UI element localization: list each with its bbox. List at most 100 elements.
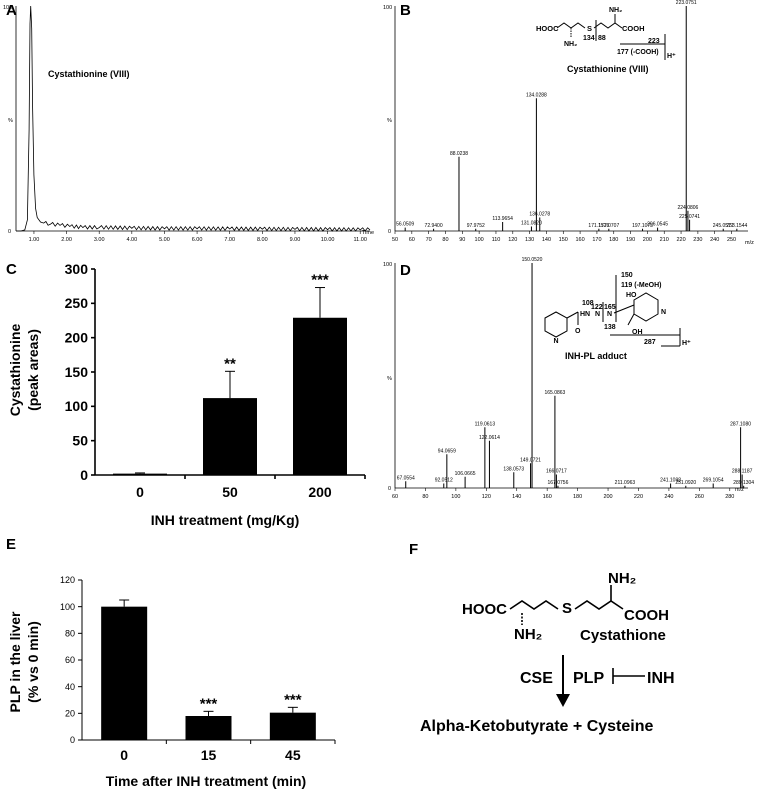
f-products: Alpha-Ketobutyrate + Cysteine xyxy=(420,718,653,735)
b-x-tick-label: 230 xyxy=(693,237,702,243)
b-peak-label: 88.0238 xyxy=(450,151,468,157)
b-x-tick-label: 220 xyxy=(676,237,685,243)
c-y-tick-label: 100 xyxy=(65,398,89,414)
d-peak-label: 211.0963 xyxy=(615,480,636,486)
d-x-tick-label: 140 xyxy=(512,494,521,500)
panel-a: A 100 0 % Time 1.00 2.00 3.00 4.00 5.00 6.00 7… xyxy=(3,2,374,243)
b-x-tick-label: 60 xyxy=(409,237,415,243)
b-peak-label: 113.9654 xyxy=(492,216,513,222)
f-name: Cystathione xyxy=(580,627,666,644)
d-x-tick-label: 240 xyxy=(664,494,673,500)
c-bar xyxy=(203,398,257,475)
d-x-tick-label: 160 xyxy=(543,494,552,500)
d-y-top: 100 xyxy=(383,262,392,268)
d-peak-label: 165.0863 xyxy=(544,390,565,396)
b-x-tick-label: 90 xyxy=(459,237,465,243)
c-ylabel-line1: Cystathionine xyxy=(7,324,23,417)
d-ho: HO xyxy=(626,292,637,299)
b-x-tick-label: 140 xyxy=(542,237,551,243)
b-peak-label: 224.0806 xyxy=(677,205,698,211)
e-bar-chart: 0 20 40 60 80 100 120 0 *** 15 *** 45 xyxy=(60,575,336,763)
c-y-tick-label: 50 xyxy=(72,433,88,449)
a-x-unit: Time xyxy=(362,230,374,236)
b-x-tick-label: 200 xyxy=(643,237,652,243)
b-cystathionine-structure: HOOC S NH₂ COOH NH₂ 134 88 223 177 (-COO… xyxy=(536,7,676,74)
b-peak-label: 171.1526 xyxy=(588,223,609,229)
d-n1: N xyxy=(595,311,600,318)
b-peak-label: 131.0820 xyxy=(521,221,542,227)
panel-f: F HOOC S NH₂ COOH NH₂ Cystathione CSE PL… xyxy=(409,541,675,735)
b-x-tick-label: 100 xyxy=(475,237,484,243)
b-hooc: HOOC xyxy=(536,24,559,33)
b-s: S xyxy=(587,24,592,33)
c-y-tick-label: 250 xyxy=(65,295,89,311)
d-oh: OH xyxy=(632,329,643,336)
panel-c: C Cystathionine (peak areas) 0 50 100 150 20… xyxy=(6,261,366,528)
e-y-tick-label: 20 xyxy=(65,708,75,718)
d-f138: 138 xyxy=(604,324,616,331)
b-x-tick-label: 170 xyxy=(592,237,601,243)
d-peak-label: 269.1054 xyxy=(703,478,724,484)
d-o: O xyxy=(575,328,581,335)
d-peak-label: 166.0717 xyxy=(546,469,567,475)
b-peak-label: 136.0278 xyxy=(529,212,550,218)
e-category-label: 45 xyxy=(285,747,301,763)
d-x-tick-label: 60 xyxy=(392,494,398,500)
d-peak-label: 67.0554 xyxy=(397,475,415,481)
e-y-tick-label: 0 xyxy=(70,735,75,745)
b-f134: 134 xyxy=(583,35,595,42)
f-cofactor: PLP xyxy=(573,670,604,687)
panel-letter-e: E xyxy=(6,536,16,553)
d-x-tick-label: 260 xyxy=(695,494,704,500)
d-f287: 287 xyxy=(644,339,656,346)
d-f150: 150 xyxy=(621,272,633,279)
b-peak-label: 206.0545 xyxy=(647,222,668,228)
d-peak-label: 119.0613 xyxy=(475,421,496,427)
b-x-tick-label: 70 xyxy=(426,237,432,243)
d-x-unit: m/z xyxy=(735,487,744,493)
c-significance: *** xyxy=(311,272,329,289)
b-peaks: 56.0509 72.9400 88.0238 97.9752 113.9654 131.… xyxy=(396,0,747,231)
d-bond-2 xyxy=(613,304,635,314)
a-peak-label: Cystathionine (VIII) xyxy=(48,69,130,79)
c-y-tick-label: 200 xyxy=(65,330,89,346)
b-f177: 177 (-COOH) xyxy=(617,49,659,56)
a-x-tick-label: 5.00 xyxy=(159,237,170,243)
f-chain-1 xyxy=(509,600,559,610)
c-significance: ** xyxy=(224,355,236,372)
d-peak-label: 92.0512 xyxy=(435,478,453,484)
b-peak-label: 177.0707 xyxy=(598,223,619,229)
c-bar xyxy=(113,473,167,475)
d-y-bottom: 0 xyxy=(388,486,391,492)
d-y-unit: % xyxy=(387,376,392,382)
a-y-unit: % xyxy=(8,118,13,124)
f-chain-2 xyxy=(574,600,624,610)
b-x-tick-label: 150 xyxy=(559,237,568,243)
b-f223: 223 xyxy=(648,38,660,45)
d-hplus: H⁺ xyxy=(682,340,691,347)
d-peak-label: 150.0520 xyxy=(522,257,543,263)
b-x-tick-label: 210 xyxy=(660,237,669,243)
e-ylabel: PLP in the liver (% vs 0 min) xyxy=(7,611,41,712)
c-xlabel: INH treatment (mg/Kg) xyxy=(151,512,300,528)
c-category-label: 200 xyxy=(308,484,332,500)
b-x-tick-label: 50 xyxy=(392,237,398,243)
f-enzyme: CSE xyxy=(520,670,553,687)
e-significance: *** xyxy=(200,695,218,712)
d-peak-label: 106.0665 xyxy=(455,471,476,477)
e-y-tick-label: 80 xyxy=(65,628,75,638)
b-x-tick-label: 80 xyxy=(442,237,448,243)
d-title: INH-PL adduct xyxy=(565,351,627,361)
b-peak-label: 197.1073 xyxy=(632,223,653,229)
b-peak-label: 245.0577 xyxy=(713,223,734,229)
panel-letter-a: A xyxy=(6,2,17,19)
e-bar xyxy=(185,716,232,740)
a-x-tick-label: 4.00 xyxy=(126,237,137,243)
f-arrowhead xyxy=(556,694,570,707)
d-x-tick-label: 280 xyxy=(725,494,734,500)
b-x-tick-label: 110 xyxy=(492,237,501,243)
d-f122: 122 xyxy=(591,304,603,311)
c-bar xyxy=(293,317,347,475)
d-hn: HN xyxy=(580,311,590,318)
c-ylabel: Cystathionine (peak areas) xyxy=(7,324,41,417)
